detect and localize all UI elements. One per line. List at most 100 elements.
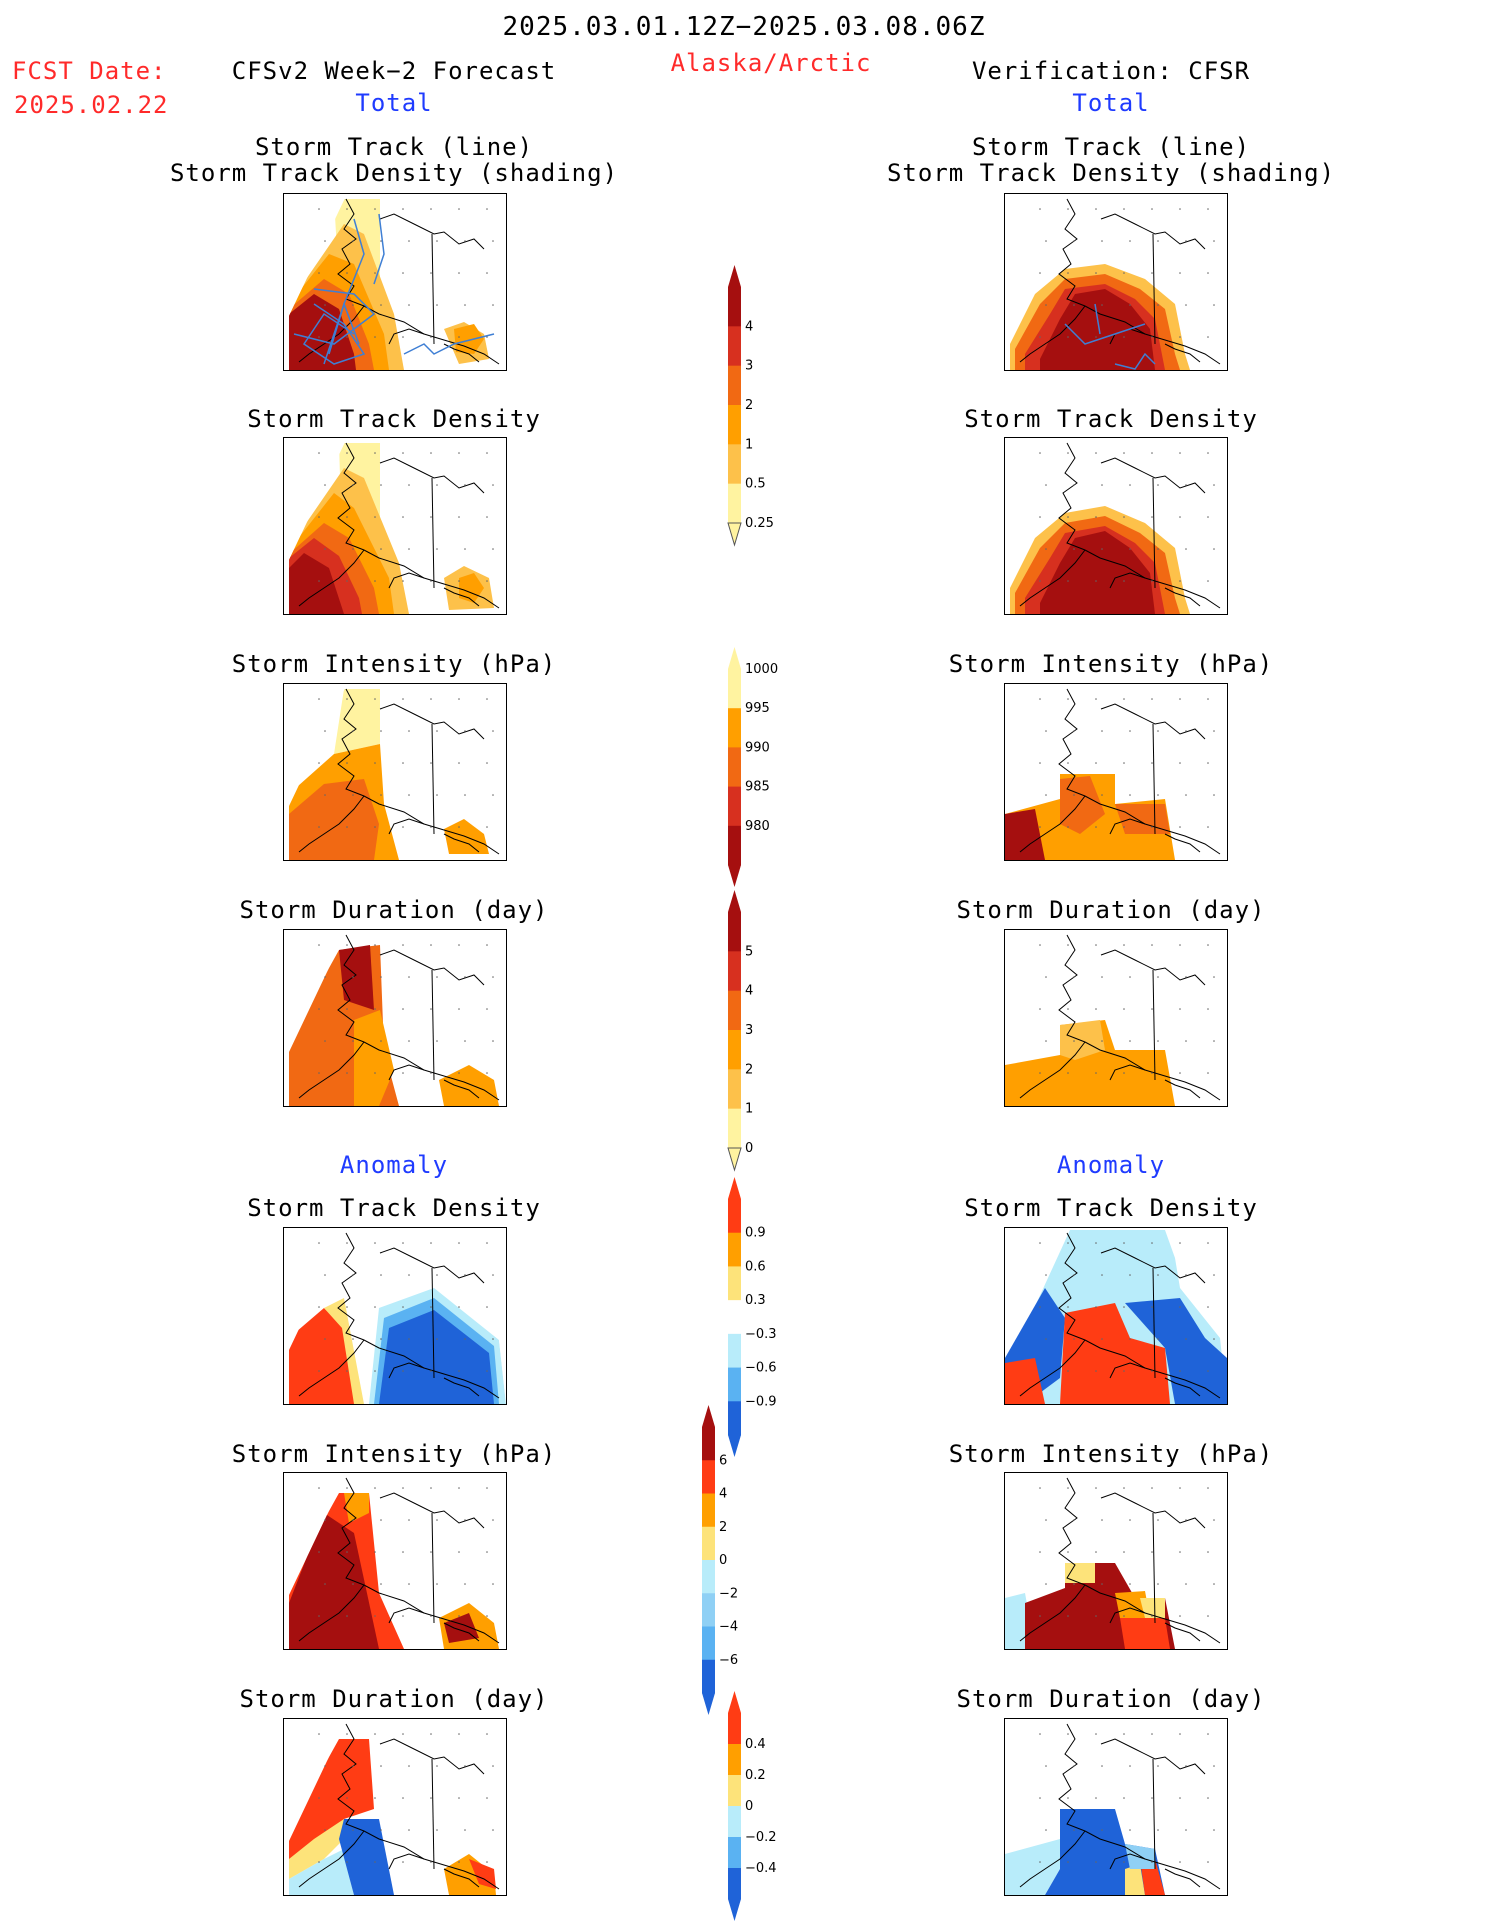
graticule-dot [1207,698,1209,700]
graticule-dot [458,1370,460,1372]
colorbar-anom_duration-tick-label: 0.4 [745,1737,766,1752]
graticule-dot [1039,762,1041,764]
graticule-dot [1213,240,1215,242]
graticule-dot [1095,944,1097,946]
graticule-dot [1129,1583,1131,1585]
graticule-dot [1123,580,1125,582]
graticule-dot [1213,1583,1215,1585]
coastline-2 [1152,969,1156,1081]
graticule-dot [402,1733,404,1735]
graticule-dot [1045,1274,1047,1276]
coastline-0 [337,1477,500,1644]
graticule-dot [1185,794,1187,796]
graticule-dot [464,548,466,550]
coastline-2 [1152,1512,1156,1624]
graticule-dot [1039,1242,1041,1244]
graticule-dot [1039,452,1041,454]
graticule-dot [1179,1551,1181,1553]
graticule-dot [380,794,382,796]
graticule-dot [1067,1008,1069,1010]
graticule-dot [346,1242,348,1244]
graticule-dot [1039,1306,1041,1308]
graticule-dot [1101,548,1103,550]
graticule-dot [486,1008,488,1010]
graticule-dot [318,944,320,946]
graticule-dot [380,304,382,306]
graticule-dot [1073,484,1075,486]
coastline-3 [298,305,365,363]
graticule-dot [492,1274,494,1276]
colorbar-duration-swatch-1 [728,951,741,992]
graticule-dot [402,272,404,274]
coastline-0 [337,442,500,609]
graticule-dot [1123,826,1125,828]
coastline-3 [298,1584,365,1642]
colorbar-density-swatch-1 [728,326,741,367]
graticule-dot [464,240,466,242]
graticule-dot [318,1072,320,1074]
coastline-4 [388,572,425,589]
graticule-dot [464,1583,466,1585]
graticule-dot [1123,1008,1125,1010]
graticule-dot [408,1338,410,1340]
graticule-dot [486,762,488,764]
graticule-dot [436,730,438,732]
graticule-dot [492,976,494,978]
graticule-dot [1151,698,1153,700]
graticule-dot [486,272,488,274]
graticule-dot [458,1072,460,1074]
colorbar-anom_duration-swatch-5 [728,1868,741,1900]
graticule-dot [1179,1072,1181,1074]
graticule-dot [1179,516,1181,518]
colorbar-anom_intensity-swatch-4 [702,1560,715,1594]
graticule-dot [1073,1583,1075,1585]
graticule-dot [374,1733,376,1735]
graticule-dot [1073,1519,1075,1521]
graticule-dot [436,1829,438,1831]
graticule-dot [346,1072,348,1074]
graticule-dot [1095,1861,1097,1863]
graticule-dot [1213,1829,1215,1831]
graticule-dot [1207,762,1209,764]
graticule-dot [374,762,376,764]
graticule-dot [1039,1487,1041,1489]
colorbar-anom_intensity-top-arrow [702,1405,715,1427]
graticule-dot [318,1733,320,1735]
coastline-1 [379,1738,485,1775]
graticule-dot [318,336,320,338]
graticule-dot [408,730,410,732]
graticule-dot [352,240,354,242]
graticule-dot [374,1242,376,1244]
graticule-dot [408,976,410,978]
graticule-dot [464,794,466,796]
graticule-dot [346,272,348,274]
graticule-dot [1073,240,1075,242]
colorbar-anom-duration: 0.4 0.2 0 −0.2 −0.4 [720,1691,790,1921]
colorbar-density-top-arrow [728,265,741,287]
graticule-dot [1095,1733,1097,1735]
graticule-dot [1151,1615,1153,1617]
graticule-dot [1101,1040,1103,1042]
graticule-dot [346,1306,348,1308]
graticule-dot [1039,208,1041,210]
graticule-dot [1213,794,1215,796]
colorbar-density-tick-label: 3 [745,359,753,374]
graticule-dot [458,1306,460,1308]
graticule-dot [486,580,488,582]
graticule-dot [1101,976,1103,978]
colorbar-density-tick-label: 2 [745,398,753,413]
graticule-dot [346,826,348,828]
graticule-dot [1129,1338,1131,1340]
graticule-dot [1151,1861,1153,1863]
graticule-dot [346,452,348,454]
graticule-dot [1073,1338,1075,1340]
coastline-0 [337,688,500,855]
graticule-dot [1123,516,1125,518]
graticule-dot [1185,548,1187,550]
colorbar-anom_intensity-tick-label: 0 [719,1553,727,1568]
graticule-dot [1213,976,1215,978]
colorbar-intensity-tick-label: 1000 [745,662,778,677]
graticule-dot [318,452,320,454]
colorbar-duration: 5 4 3 2 1 0 [720,890,790,1172]
graticule-dot [458,1551,460,1553]
